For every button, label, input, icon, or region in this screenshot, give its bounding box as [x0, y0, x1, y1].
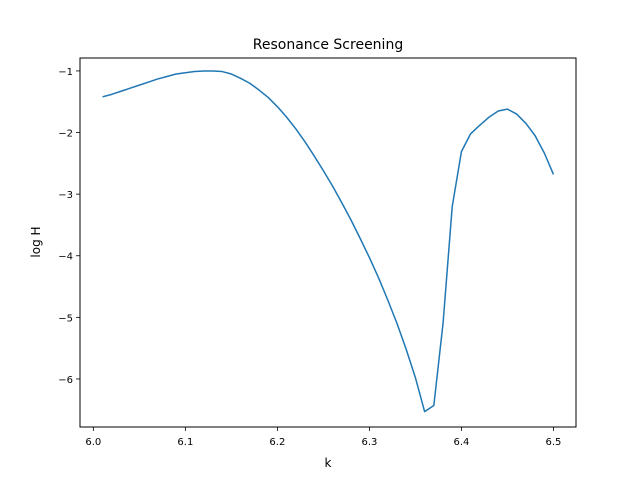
x-tick-label: 6.3: [361, 437, 377, 448]
x-tick-label: 6.4: [453, 437, 469, 448]
x-tick-label: 6.0: [85, 437, 101, 448]
x-axis-label: k: [325, 456, 332, 470]
y-tick-label: −3: [58, 190, 73, 201]
x-tick-label: 6.1: [177, 437, 193, 448]
y-axis-label: log H: [29, 226, 43, 257]
series-layer: [102, 70, 555, 413]
y-tick-label: −6: [58, 375, 73, 386]
y-tick-label: −1: [58, 67, 73, 78]
chart-title: Resonance Screening: [253, 37, 403, 53]
y-tick-label: −5: [58, 313, 73, 324]
x-axis-ticks: 6.0 6.1 6.2 6.3 6.4 6.5: [85, 427, 561, 448]
x-tick-label: 6.2: [269, 437, 285, 448]
y-axis-ticks: −1 −2 −3 −4 −5 −6: [58, 67, 80, 386]
plot-area-frame: [79, 57, 577, 428]
series-line: [102, 70, 555, 413]
x-tick-label: 6.5: [546, 437, 562, 448]
y-tick-label: −2: [58, 129, 73, 140]
y-tick-label: −4: [58, 252, 73, 263]
